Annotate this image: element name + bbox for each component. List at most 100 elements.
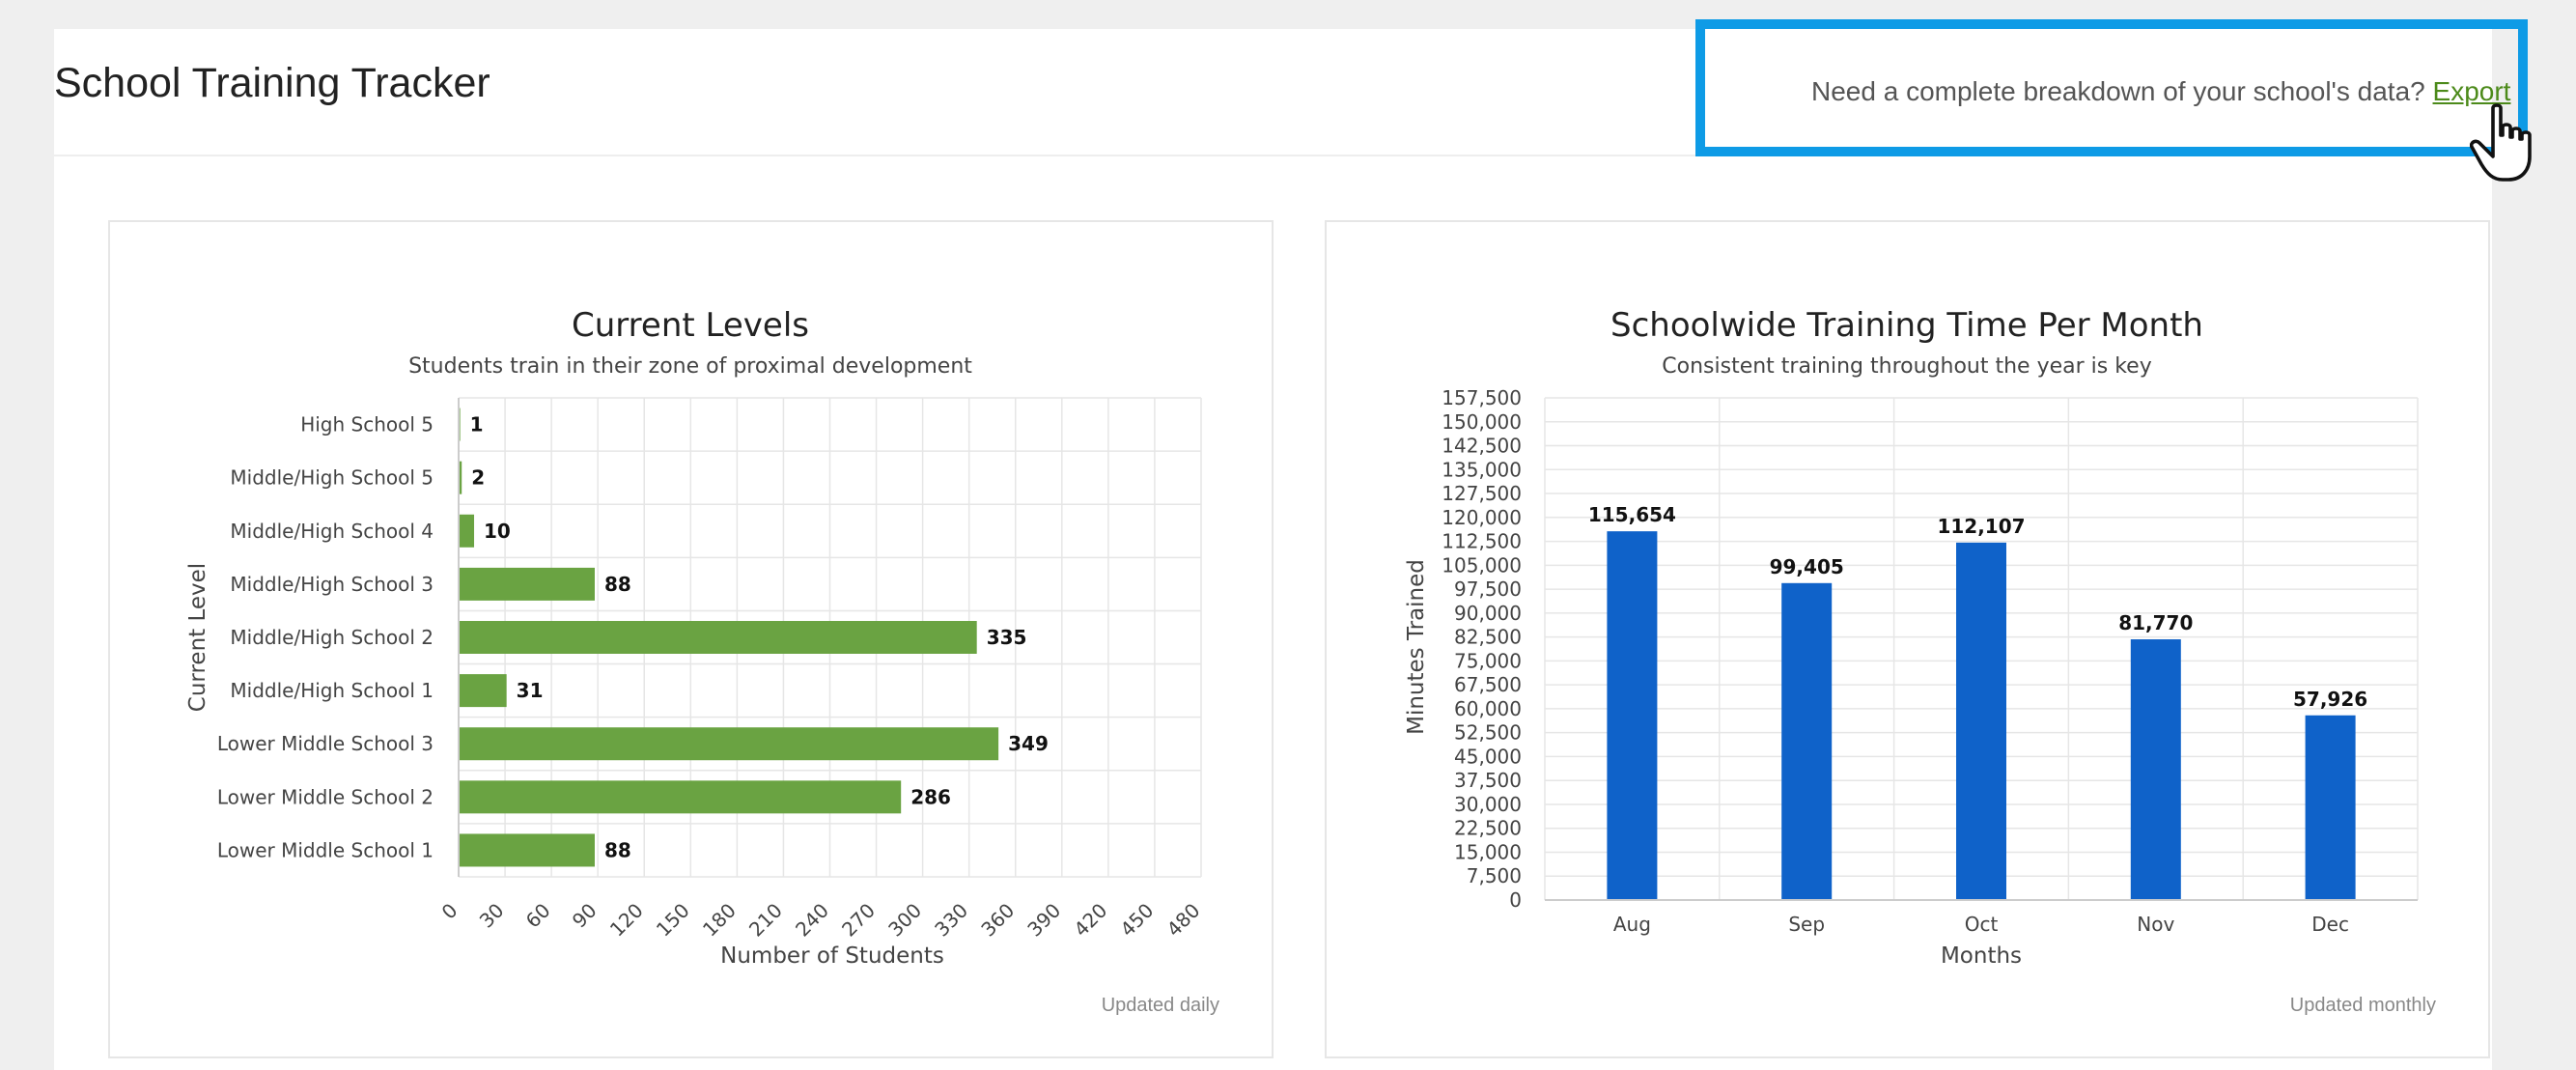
- data-label: 57,926: [2293, 688, 2367, 711]
- category-label: Nov: [2137, 913, 2174, 936]
- bar[interactable]: [2130, 639, 2181, 900]
- x-tick-label: 420: [1069, 899, 1111, 942]
- category-label: Middle/High School 2: [230, 626, 434, 649]
- y-tick-label: 142,500: [1442, 435, 1522, 458]
- data-label: 99,405: [1770, 555, 1844, 578]
- bar[interactable]: [1781, 582, 1833, 900]
- category-label: Sep: [1788, 913, 1825, 936]
- x-axis-label: Months: [1941, 943, 2022, 969]
- monthly-training-card: Schoolwide Training Time Per Month Consi…: [1325, 220, 2490, 1058]
- chart-title: Schoolwide Training Time Per Month: [1610, 306, 2203, 345]
- title-divider: [54, 155, 2384, 156]
- category-label: Oct: [1965, 913, 1999, 936]
- current-levels-chart: Current Levels Students train in their z…: [185, 306, 1205, 969]
- y-tick-label: 52,500: [1454, 721, 1522, 745]
- y-tick-label: 7,500: [1467, 864, 1522, 887]
- bar[interactable]: [459, 514, 475, 548]
- data-label: 10: [484, 520, 511, 543]
- x-tick-label: 150: [652, 899, 694, 942]
- bar[interactable]: [1607, 531, 1658, 900]
- x-tick-label: 480: [1162, 899, 1205, 942]
- bar[interactable]: [459, 621, 977, 654]
- y-tick-label: 30,000: [1454, 793, 1522, 816]
- x-tick-label: 30: [475, 899, 509, 933]
- x-axis-label: Number of Students: [720, 943, 944, 969]
- data-label: 286: [910, 785, 951, 808]
- y-axis-label: Current Level: [185, 563, 210, 712]
- x-tick-label: 210: [744, 899, 787, 942]
- data-label: 1: [470, 413, 484, 436]
- bar[interactable]: [459, 727, 999, 761]
- hand-cursor-icon: [2470, 103, 2532, 182]
- y-tick-label: 22,500: [1454, 817, 1522, 840]
- data-label: 2: [471, 466, 485, 490]
- y-tick-label: 150,000: [1442, 410, 1522, 434]
- y-tick-label: 37,500: [1454, 769, 1522, 792]
- bar[interactable]: [459, 567, 595, 601]
- x-tick-label: 360: [976, 899, 1019, 942]
- data-label: 31: [517, 679, 544, 702]
- x-tick-label: 330: [930, 899, 972, 942]
- export-link[interactable]: Export: [2432, 76, 2511, 106]
- category-label: Middle/High School 3: [230, 573, 434, 596]
- x-tick-label: 120: [605, 899, 648, 942]
- bar[interactable]: [2305, 715, 2356, 900]
- export-prompt-text: Need a complete breakdown of your school…: [1811, 76, 2425, 106]
- bar[interactable]: [459, 461, 462, 494]
- category-label: High School 5: [300, 413, 434, 436]
- current-levels-card: Current Levels Students train in their z…: [108, 220, 1274, 1058]
- chart-subtitle: Consistent training throughout the year …: [1662, 354, 2151, 379]
- bar[interactable]: [459, 674, 507, 708]
- y-tick-label: 120,000: [1442, 506, 1522, 529]
- x-tick-label: 180: [698, 899, 741, 942]
- x-tick-label: 270: [837, 899, 880, 942]
- page-title: School Training Tracker: [54, 60, 490, 106]
- data-label: 88: [604, 573, 631, 596]
- x-tick-label: 0: [437, 899, 462, 924]
- x-tick-label: 390: [1022, 899, 1065, 942]
- chart-subtitle: Students train in their zone of proximal…: [408, 354, 972, 379]
- x-tick-label: 240: [791, 899, 833, 942]
- category-label: Lower Middle School 1: [217, 838, 434, 861]
- y-tick-label: 75,000: [1454, 649, 1522, 672]
- y-tick-label: 60,000: [1454, 697, 1522, 720]
- monthly-training-chart: Schoolwide Training Time Per Month Consi…: [1404, 306, 2419, 969]
- y-tick-label: 82,500: [1454, 626, 1522, 649]
- x-tick-label: 300: [883, 899, 926, 942]
- y-tick-label: 135,000: [1442, 458, 1522, 481]
- chart-title: Current Levels: [572, 306, 809, 345]
- category-label: Middle/High School 1: [230, 679, 434, 702]
- y-tick-label: 105,000: [1442, 553, 1522, 577]
- x-tick-label: 450: [1115, 899, 1158, 942]
- category-label: Middle/High School 5: [230, 466, 434, 490]
- y-tick-label: 67,500: [1454, 673, 1522, 696]
- data-label: 349: [1008, 732, 1049, 755]
- x-tick-label: 60: [521, 899, 555, 933]
- y-tick-label: 0: [1509, 888, 1522, 912]
- y-tick-label: 97,500: [1454, 577, 1522, 601]
- data-label: 88: [604, 838, 631, 861]
- data-label: 115,654: [1588, 503, 1676, 526]
- y-tick-label: 15,000: [1454, 840, 1522, 863]
- data-label: 81,770: [2118, 611, 2193, 634]
- category-label: Dec: [2311, 913, 2349, 936]
- y-tick-label: 157,500: [1442, 386, 1522, 409]
- y-tick-label: 45,000: [1454, 745, 1522, 768]
- bar[interactable]: [1956, 542, 2006, 900]
- x-tick-label: 90: [568, 899, 602, 933]
- y-tick-label: 112,500: [1442, 530, 1522, 553]
- monthly-updated-note: Updated monthly: [2289, 995, 2436, 1016]
- y-tick-label: 127,500: [1442, 482, 1522, 505]
- y-tick-label: 90,000: [1454, 602, 1522, 625]
- export-prompt: Need a complete breakdown of your school…: [1811, 76, 2510, 107]
- category-label: Lower Middle School 2: [217, 785, 434, 808]
- data-label: 112,107: [1937, 515, 2025, 538]
- bar[interactable]: [459, 833, 595, 867]
- bar[interactable]: [459, 780, 902, 814]
- category-label: Middle/High School 4: [230, 520, 434, 543]
- y-axis-label: Minutes Trained: [1404, 559, 1429, 735]
- export-highlight-box: [1695, 19, 2528, 156]
- levels-updated-note: Updated daily: [1101, 995, 1219, 1016]
- category-label: Aug: [1613, 913, 1651, 936]
- data-label: 335: [987, 626, 1027, 649]
